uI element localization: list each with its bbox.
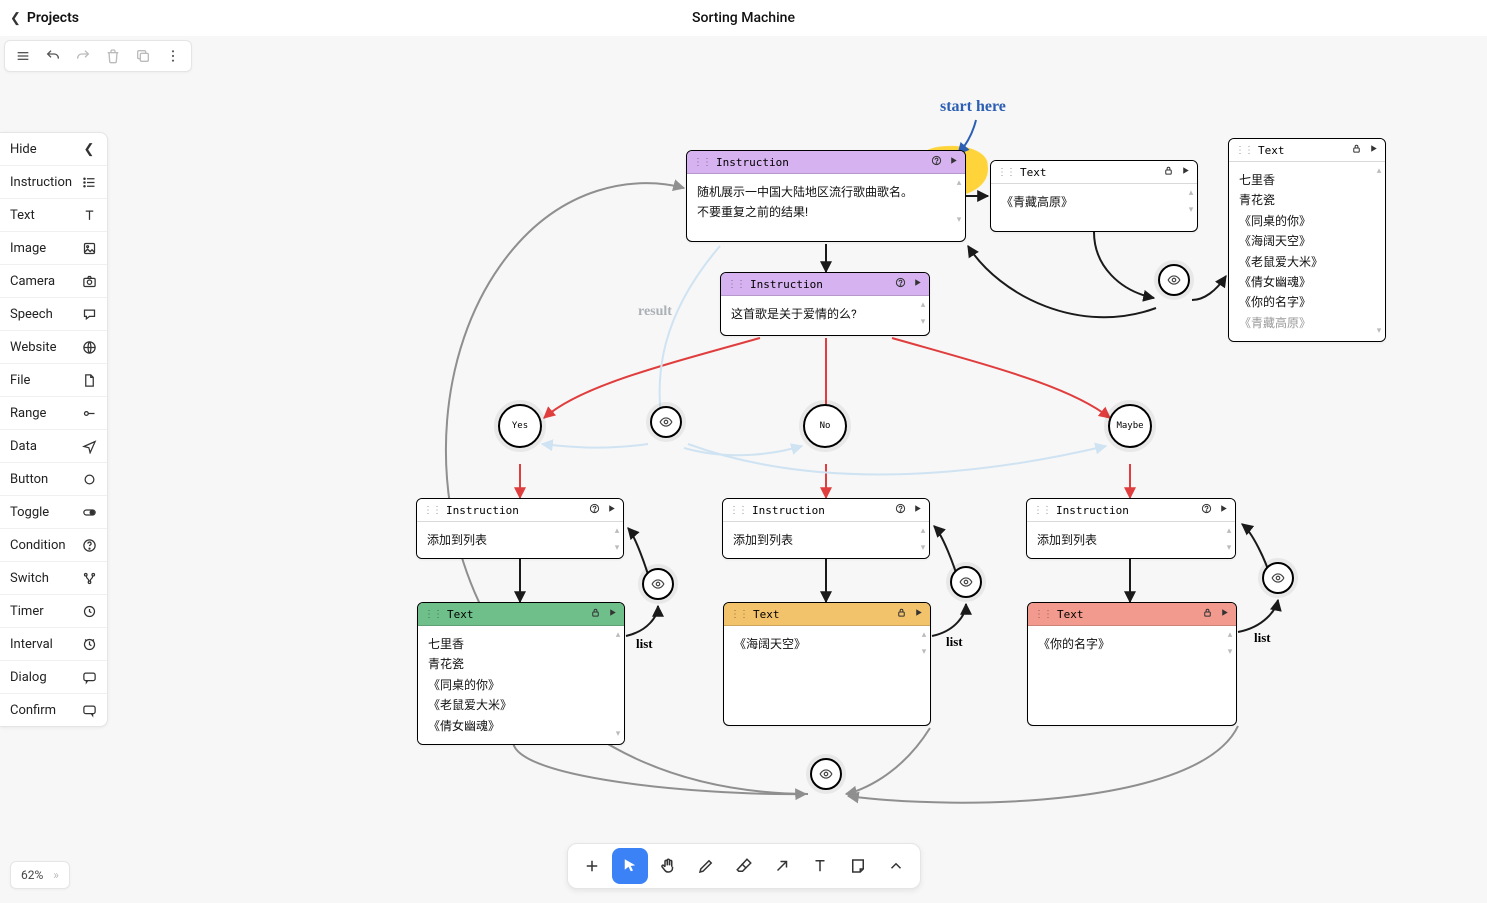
drag-handle-icon[interactable]: ⋮⋮	[1235, 145, 1253, 156]
play-icon[interactable]	[912, 277, 923, 291]
node-instr_yes[interactable]: ⋮⋮Instruction 添加到列表▴▾	[416, 498, 624, 559]
node-line: 七里香	[1239, 170, 1375, 190]
node-line: 这首歌是关于爱情的么?	[731, 304, 919, 324]
topbar: ❮ Projects Sorting Machine	[0, 0, 1487, 36]
node-line: 添加到列表	[733, 530, 919, 550]
node-line: 《青藏高原》	[1001, 192, 1187, 212]
lock-icon[interactable]	[1163, 165, 1174, 179]
branch-circle-maybe[interactable]: Maybe	[1108, 404, 1152, 448]
node-line: 青花瓷	[428, 654, 614, 674]
node-line: 《青藏高原》	[1239, 313, 1375, 333]
list-label-yep: list	[636, 636, 653, 652]
start-here-label: start here	[940, 98, 1006, 116]
help-icon[interactable]	[1201, 503, 1212, 517]
node-line: 青花瓷	[1239, 190, 1375, 210]
play-icon[interactable]	[1219, 607, 1230, 621]
eye-node-nope_list[interactable]	[950, 566, 982, 598]
node-line: 《海阔天空》	[734, 634, 920, 654]
play-icon[interactable]	[1180, 165, 1191, 179]
back-label[interactable]: Projects	[27, 10, 79, 26]
node-line: 随机展示一中国大陆地区流行歌曲歌名。	[697, 182, 955, 202]
drag-handle-icon[interactable]: ⋮⋮	[727, 279, 745, 290]
node-type-label: Instruction	[716, 156, 789, 169]
node-line: 《倩女幽魂》	[1239, 272, 1375, 292]
help-icon[interactable]	[589, 503, 600, 517]
play-icon[interactable]	[606, 503, 617, 517]
node-type-label: Text	[1057, 608, 1084, 621]
node-line: 添加到列表	[1037, 530, 1225, 550]
node-line: 七里香	[428, 634, 614, 654]
node-line: 《老鼠爱大米》	[428, 695, 614, 715]
node-line: 《倩女幽魂》	[428, 716, 614, 736]
lock-icon[interactable]	[1202, 607, 1213, 621]
drag-handle-icon[interactable]: ⋮⋮	[424, 609, 442, 620]
node-type-label: Text	[447, 608, 474, 621]
node-type-label: Instruction	[1056, 504, 1129, 517]
drag-handle-icon[interactable]: ⋮⋮	[1033, 505, 1051, 516]
play-icon[interactable]	[1368, 143, 1379, 157]
node-line: 添加到列表	[427, 530, 613, 550]
node-instr_maybe[interactable]: ⋮⋮Instruction 添加到列表▴▾	[1026, 498, 1236, 559]
eye-node-bottom[interactable]	[810, 758, 842, 790]
node-line: 《海阔天空》	[1239, 231, 1375, 251]
result-label: result	[638, 304, 672, 320]
play-icon[interactable]	[948, 155, 959, 169]
play-icon[interactable]	[1218, 503, 1229, 517]
node-line: 《同桌的你》	[1239, 211, 1375, 231]
eye-node-top_result[interactable]	[650, 406, 682, 438]
node-text_right_small[interactable]: ⋮⋮Text 《青藏高原》▴▾	[990, 160, 1198, 232]
canvas[interactable]: start here result list list list Yep Nop…	[0, 36, 1487, 903]
eye-node-yep_list[interactable]	[642, 568, 674, 600]
lock-icon[interactable]	[590, 607, 601, 621]
branch-circle-no[interactable]: No	[803, 404, 847, 448]
drag-handle-icon[interactable]: ⋮⋮	[729, 505, 747, 516]
node-text_yep[interactable]: ⋮⋮Text 七里香青花瓷《同桌的你》《老鼠爱大米》《倩女幽魂》▴▾	[417, 602, 625, 745]
help-icon[interactable]	[895, 503, 906, 517]
drag-handle-icon[interactable]: ⋮⋮	[693, 157, 711, 168]
lock-icon[interactable]	[1351, 143, 1362, 157]
node-line: 《同桌的你》	[428, 675, 614, 695]
node-instr2[interactable]: ⋮⋮Instruction 这首歌是关于爱情的么?▴▾	[720, 272, 930, 336]
branch-circle-yes[interactable]: Yes	[498, 404, 542, 448]
node-type-label: Text	[1020, 166, 1047, 179]
drag-handle-icon[interactable]: ⋮⋮	[730, 609, 748, 620]
node-type-label: Text	[1258, 144, 1285, 157]
drag-handle-icon[interactable]: ⋮⋮	[423, 505, 441, 516]
list-label-maybe: list	[1254, 630, 1271, 646]
node-type-label: Instruction	[752, 504, 825, 517]
play-icon[interactable]	[607, 607, 618, 621]
help-icon[interactable]	[931, 155, 942, 169]
node-type-label: Instruction	[750, 278, 823, 291]
drag-handle-icon[interactable]: ⋮⋮	[997, 167, 1015, 178]
lock-icon[interactable]	[896, 607, 907, 621]
node-text_nope[interactable]: ⋮⋮Text 《海阔天空》▴▾	[723, 602, 931, 726]
play-icon[interactable]	[912, 503, 923, 517]
eye-node-maybe_list[interactable]	[1262, 562, 1294, 594]
node-line: 《你的名字》	[1038, 634, 1226, 654]
node-instr_no[interactable]: ⋮⋮Instruction 添加到列表▴▾	[722, 498, 930, 559]
back-chevron-icon[interactable]: ❮	[10, 11, 21, 26]
node-type-label: Text	[753, 608, 780, 621]
node-type-label: Instruction	[446, 504, 519, 517]
node-line: 《老鼠爱大米》	[1239, 252, 1375, 272]
node-line: 《你的名字》	[1239, 292, 1375, 312]
list-label-nope: list	[946, 634, 963, 650]
page-title: Sorting Machine	[692, 10, 795, 26]
help-icon[interactable]	[895, 277, 906, 291]
node-text_right_big[interactable]: ⋮⋮ Text 七里香青花瓷《同桌的你》《海阔天空》《老鼠爱大米》《倩女幽魂》《你…	[1228, 138, 1386, 342]
eye-node-right_big[interactable]	[1158, 264, 1190, 296]
node-instr1[interactable]: ⋮⋮ Instruction 随机展示一中国大陆地区流行歌曲歌名。不要重复之前的结…	[686, 150, 966, 242]
play-icon[interactable]	[913, 607, 924, 621]
drag-handle-icon[interactable]: ⋮⋮	[1034, 609, 1052, 620]
node-text_maybe[interactable]: ⋮⋮Text 《你的名字》▴▾	[1027, 602, 1237, 726]
node-line: 不要重复之前的结果!	[697, 202, 955, 222]
